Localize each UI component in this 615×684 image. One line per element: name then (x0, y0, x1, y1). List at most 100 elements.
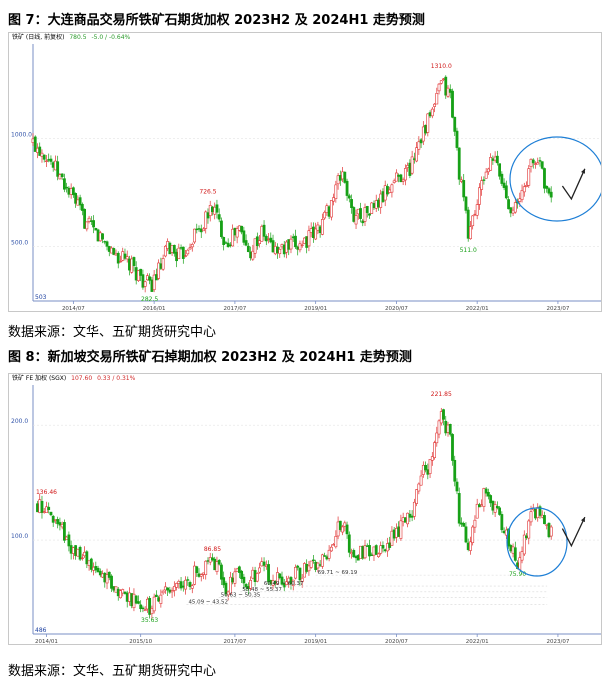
candle-body (184, 579, 187, 590)
candle-body (114, 253, 118, 256)
candle-body (327, 549, 331, 559)
candle-body (511, 209, 515, 214)
price-annotation: 75.90 (509, 571, 526, 578)
candle-body (125, 256, 129, 260)
candle-body (208, 205, 212, 216)
forecast-arrowhead (581, 168, 585, 174)
candle-body (334, 536, 338, 548)
candle-body (529, 511, 533, 523)
figure-7-chart-panel: 铁矿 (日线, 前复权) 780.5 -5.0 / -0.64% 500.0 10… (8, 32, 602, 312)
candle-body (69, 188, 73, 195)
candle-body (424, 464, 427, 471)
candle-body (513, 547, 517, 561)
range-label: 45.09 ~ 43.52 (188, 599, 228, 605)
candle-body (406, 512, 410, 525)
figure-8-source: 数据来源：文华、五矿期货研究中心 (8, 664, 217, 679)
forecast-arrow-line (561, 168, 586, 201)
candle-body (229, 576, 232, 595)
candle-body (105, 241, 109, 247)
x-tick-label: 2019/01 (304, 306, 327, 312)
candle-body (244, 240, 248, 246)
candle-body (253, 570, 257, 582)
candle-body (525, 185, 528, 187)
candle-body (538, 160, 542, 162)
candle-body (143, 281, 147, 287)
candle-body (298, 243, 302, 251)
candle-body (359, 208, 362, 219)
figure-8-title: 图 8：新加坡交易所铁矿石掉期加权 2023H2 及 2024H1 走势预测 (8, 350, 412, 365)
candle-body (372, 203, 376, 208)
candle-body (495, 155, 499, 164)
candle-body (410, 515, 414, 518)
candle-body (101, 573, 104, 578)
candle-body (498, 163, 502, 177)
figure-7-source: 数据来源：文华、五矿期货研究中心 (8, 325, 217, 340)
candle-body (491, 158, 495, 161)
candle-body (213, 206, 217, 215)
candle-body (462, 523, 466, 527)
candle-body (527, 168, 531, 186)
candle-body (473, 519, 477, 528)
candle-body (419, 139, 423, 144)
candle-body (460, 522, 463, 525)
candle-body (305, 563, 309, 572)
candle-body (71, 547, 75, 554)
candle-body (231, 228, 235, 247)
candle-body (71, 187, 75, 196)
candle-body (338, 175, 342, 181)
candle-body (473, 213, 477, 216)
candle-body (240, 570, 244, 580)
candle-body (415, 147, 419, 162)
candle-body (235, 228, 239, 238)
candle-body (361, 546, 365, 559)
candle-body (168, 589, 172, 593)
candle-body (83, 552, 86, 557)
candle-body (242, 230, 246, 243)
range-label: 60.49 ~ 60.37 (264, 581, 304, 587)
candle-body (123, 591, 127, 594)
figure-7-title: 图 7：大连商品交易所铁矿石期货加权 2023H2 及 2024H1 走势预测 (8, 13, 425, 28)
candle-body (388, 542, 392, 548)
candle-body (399, 174, 403, 183)
candle-body (65, 186, 69, 189)
candle-body (466, 209, 470, 239)
candle-body (262, 561, 266, 566)
candle-body (125, 592, 129, 602)
candle-body (163, 245, 167, 257)
price-annotation: 282.5 (141, 296, 158, 303)
candle-body (430, 456, 434, 461)
candle-body (377, 553, 380, 558)
candle-body (33, 136, 37, 152)
candle-body (513, 202, 517, 213)
candle-body (116, 588, 120, 597)
symbol-name: 铁矿 FE 加权 (SGX) (12, 375, 67, 382)
candle-body (132, 257, 136, 267)
candle-body (507, 199, 510, 210)
candle-body (352, 550, 356, 558)
candle-body (486, 168, 490, 173)
candle-body (116, 252, 120, 264)
candle-body (320, 219, 324, 235)
candle-body (338, 520, 342, 530)
candle-body (85, 551, 89, 565)
candle-body (177, 581, 181, 584)
candle-body (222, 237, 226, 245)
figure-7-candlestick-chart: 500.0 1000.0 2014/07 2016/01 2017/07 2019/01 2… (11, 44, 601, 312)
candle-body (101, 233, 104, 240)
candle-body (96, 229, 100, 242)
candle-body (543, 515, 546, 525)
candle-body (303, 563, 306, 578)
x-tick-label: 2023/07 (546, 306, 569, 312)
candle-body (211, 557, 214, 561)
candle-body (170, 590, 174, 593)
candle-body (309, 560, 313, 568)
x-tick-label: 2020/07 (385, 639, 408, 645)
candle-body (280, 244, 284, 248)
candle-body (448, 424, 452, 435)
candle-body (175, 251, 178, 262)
candle-body (395, 528, 398, 538)
candle-body (92, 566, 95, 571)
candle-body (359, 545, 362, 559)
candle-body (426, 113, 430, 133)
candle-body (464, 526, 468, 543)
